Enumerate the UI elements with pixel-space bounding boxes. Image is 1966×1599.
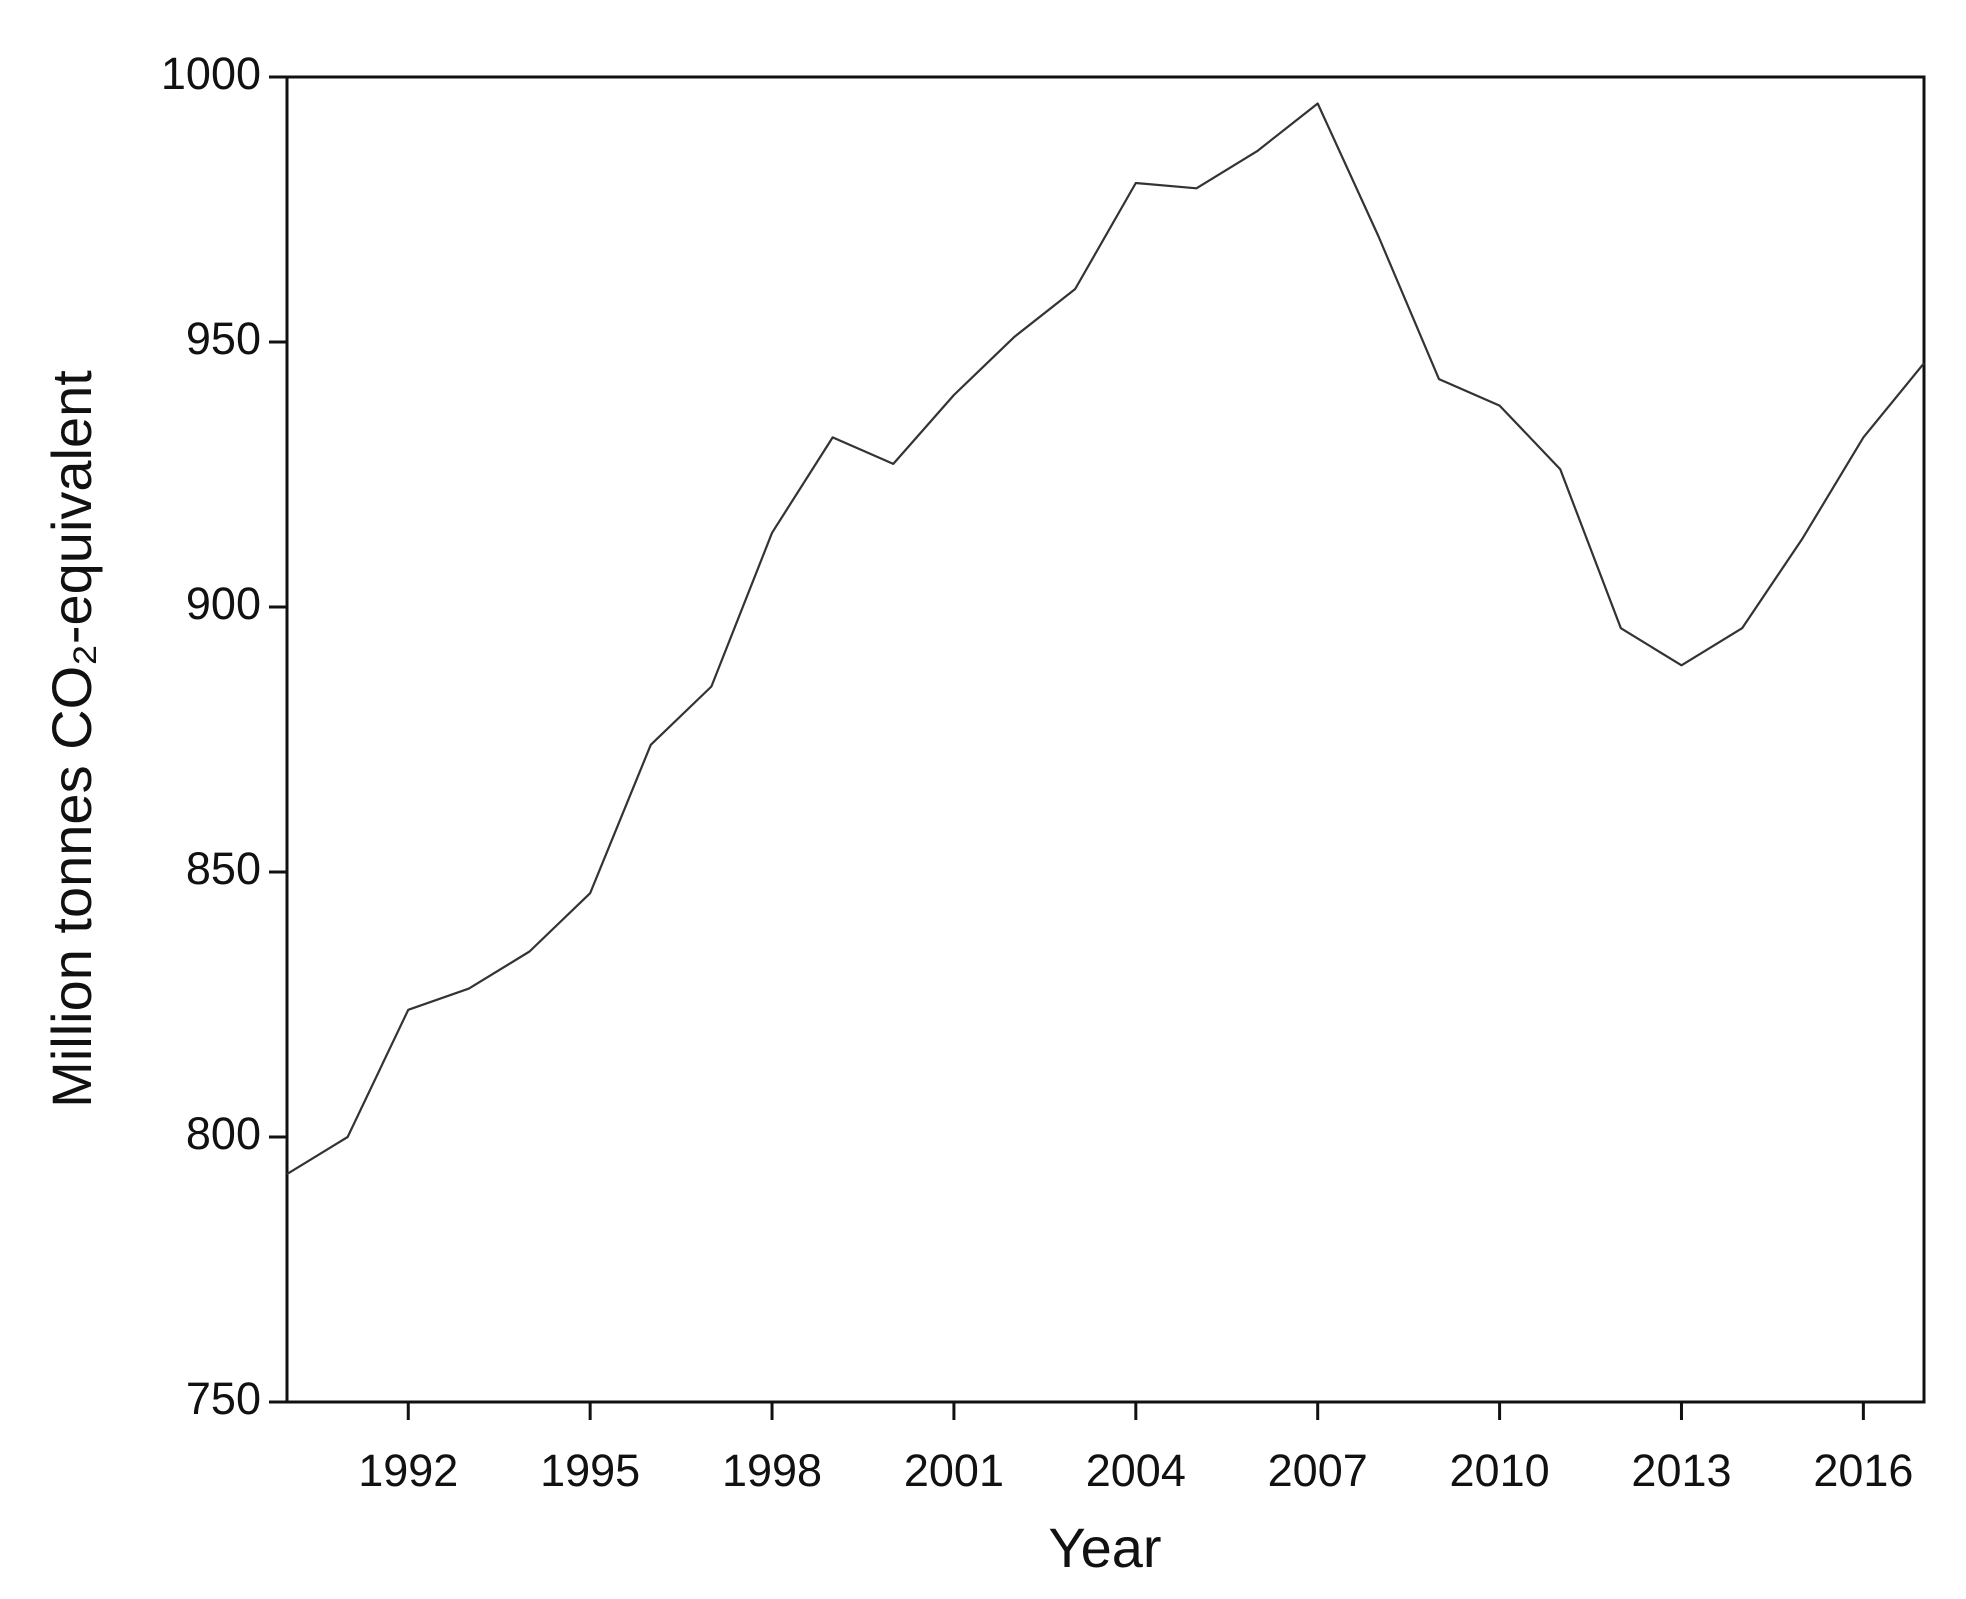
x-tick-label: 1998 <box>722 1445 822 1496</box>
y-tick-label: 750 <box>186 1373 261 1424</box>
y-axis-title: Million tonnes CO₂-equivalent <box>40 370 103 1108</box>
x-tick-label: 2016 <box>1813 1445 1913 1496</box>
y-tick-label: 850 <box>186 843 261 894</box>
data-line <box>286 102 1925 1176</box>
x-tick-label: 2013 <box>1631 1445 1731 1496</box>
y-tick-label: 900 <box>186 578 261 629</box>
x-tick-label: 2004 <box>1086 1445 1186 1496</box>
plot-frame <box>285 75 1926 1404</box>
x-tick-label: 2010 <box>1450 1445 1550 1496</box>
x-tick-label: 1995 <box>540 1445 640 1496</box>
x-tick-label: 2001 <box>904 1445 1004 1496</box>
x-axis-title: Year <box>1048 1516 1161 1579</box>
y-tick-label: 800 <box>186 1108 261 1159</box>
y-tick-label: 950 <box>186 313 261 364</box>
x-tick-label: 2007 <box>1268 1445 1368 1496</box>
x-tick-label: 1992 <box>358 1445 458 1496</box>
y-tick-label: 1000 <box>161 48 261 99</box>
